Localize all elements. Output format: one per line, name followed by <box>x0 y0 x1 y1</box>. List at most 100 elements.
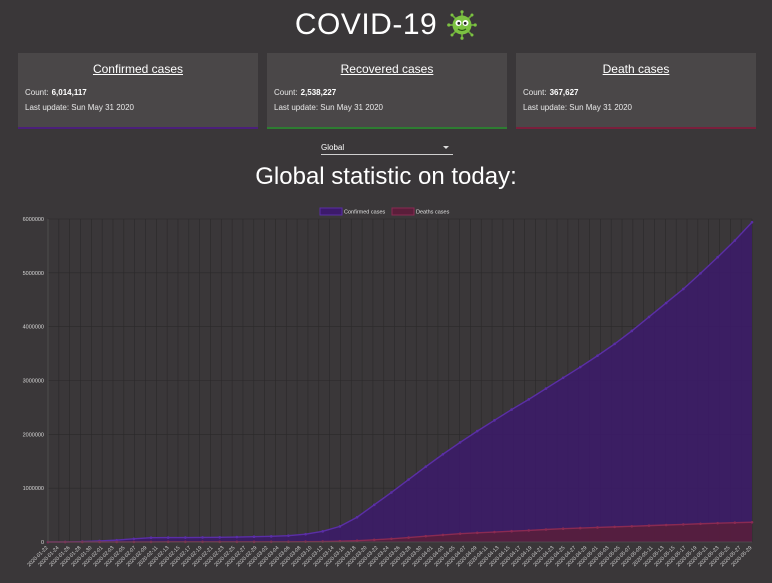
update-label: Last update: <box>274 103 319 112</box>
cases-chart: 0 1000000 2000000 3000000 4000000 5000000 6000… <box>23 207 754 568</box>
data-point <box>407 536 410 539</box>
data-point <box>578 365 582 369</box>
confirmed-cases-link[interactable]: Confirmed cases <box>92 62 184 76</box>
region-select-value: Global <box>321 143 345 152</box>
data-point <box>321 540 325 543</box>
y-tick-label: 2000000 <box>23 432 44 438</box>
data-point <box>166 536 170 539</box>
recovered-update: Sun May 31 2020 <box>320 103 383 112</box>
legend-swatch <box>319 207 343 216</box>
region-select[interactable]: Global <box>321 141 453 155</box>
data-point <box>269 535 273 538</box>
recovered-cases-card: Recovered cases Count: 2,538,227 Last upd… <box>267 53 507 129</box>
y-tick-label: 5000000 <box>23 271 44 277</box>
data-point <box>493 419 496 422</box>
virus-icon <box>447 10 477 40</box>
data-point <box>475 531 479 535</box>
count-label: Count: <box>274 88 298 97</box>
data-point <box>527 529 531 532</box>
count-label: Count: <box>523 88 547 97</box>
chevron-down-icon <box>443 146 449 149</box>
data-point <box>664 301 668 305</box>
y-tick-label: 0 <box>41 540 44 546</box>
data-point <box>647 315 651 319</box>
data-point <box>321 530 325 533</box>
series-area-1 <box>48 522 752 542</box>
data-point <box>596 354 599 358</box>
count-label: Count: <box>25 88 49 97</box>
data-point <box>458 441 462 444</box>
legend-swatch <box>391 207 415 216</box>
data-point <box>544 387 548 390</box>
death-cases-link[interactable]: Death cases <box>602 62 670 76</box>
data-point <box>115 538 118 542</box>
data-point <box>750 220 754 224</box>
data-point <box>630 329 634 333</box>
data-point <box>510 408 513 411</box>
data-point <box>372 538 376 542</box>
data-point <box>699 272 702 275</box>
data-point <box>561 527 565 531</box>
death-update: Sun May 31 2020 <box>569 103 632 112</box>
data-point <box>578 526 582 530</box>
y-tick-label: 4000000 <box>23 325 44 331</box>
update-label: Last update: <box>25 103 70 112</box>
data-point <box>596 526 599 529</box>
series-area-0 <box>48 222 752 543</box>
data-point <box>750 520 754 524</box>
data-point <box>355 539 359 542</box>
data-point <box>252 535 256 539</box>
recovered-count-row: Count: 2,538,227 <box>274 88 336 97</box>
data-point <box>733 239 737 242</box>
data-point <box>613 342 616 346</box>
data-point <box>390 537 393 541</box>
statistic-heading: Global statistic on today: <box>255 163 517 190</box>
data-point <box>201 536 204 539</box>
recovered-count: 2,538,227 <box>300 88 337 97</box>
data-point <box>407 478 410 481</box>
data-point <box>235 535 239 539</box>
data-point <box>561 376 565 380</box>
data-point <box>304 532 307 536</box>
death-cases-card: Death cases Count: 367,627 Last update: S… <box>516 53 756 129</box>
data-point <box>630 524 634 528</box>
data-point <box>716 255 719 259</box>
recovered-cases-link[interactable]: Recovered cases <box>340 62 434 76</box>
data-point <box>149 536 153 539</box>
death-update-row: Last update: Sun May 31 2020 <box>523 103 632 112</box>
recovered-update-row: Last update: Sun May 31 2020 <box>274 103 383 112</box>
update-label: Last update: <box>523 103 568 112</box>
y-tick-label: 1000000 <box>23 486 44 492</box>
data-point <box>338 525 342 528</box>
data-point <box>493 530 496 534</box>
page-title: COVID-19 <box>294 8 438 41</box>
data-point <box>699 522 702 526</box>
data-point <box>682 287 685 291</box>
y-tick-label: 6000000 <box>23 217 44 223</box>
confirmed-update-row: Last update: Sun May 31 2020 <box>25 103 134 112</box>
data-point <box>424 534 428 538</box>
legend-label: Deaths cases <box>416 210 450 216</box>
data-point <box>664 523 668 527</box>
confirmed-count: 6,014,117 <box>51 88 87 97</box>
confirmed-count-row: Count: 6,014,117 <box>25 88 87 97</box>
data-point <box>287 534 290 537</box>
death-count-row: Count: 367,627 <box>523 88 579 97</box>
data-point <box>510 529 513 533</box>
data-point <box>355 515 359 519</box>
data-point <box>544 528 548 531</box>
data-point <box>613 525 616 529</box>
data-point <box>716 521 719 525</box>
data-point <box>441 452 445 456</box>
data-point <box>424 465 428 468</box>
confirmed-cases-card: Confirmed cases Count: 6,014,117 Last upd… <box>18 53 258 129</box>
data-point <box>441 533 445 537</box>
series-line-0 <box>47 221 753 543</box>
data-point <box>184 536 187 539</box>
data-point <box>475 429 479 433</box>
data-point <box>527 398 531 401</box>
data-point <box>372 503 376 507</box>
death-count: 367,627 <box>549 88 579 97</box>
data-point <box>733 521 737 525</box>
data-point <box>390 491 393 494</box>
